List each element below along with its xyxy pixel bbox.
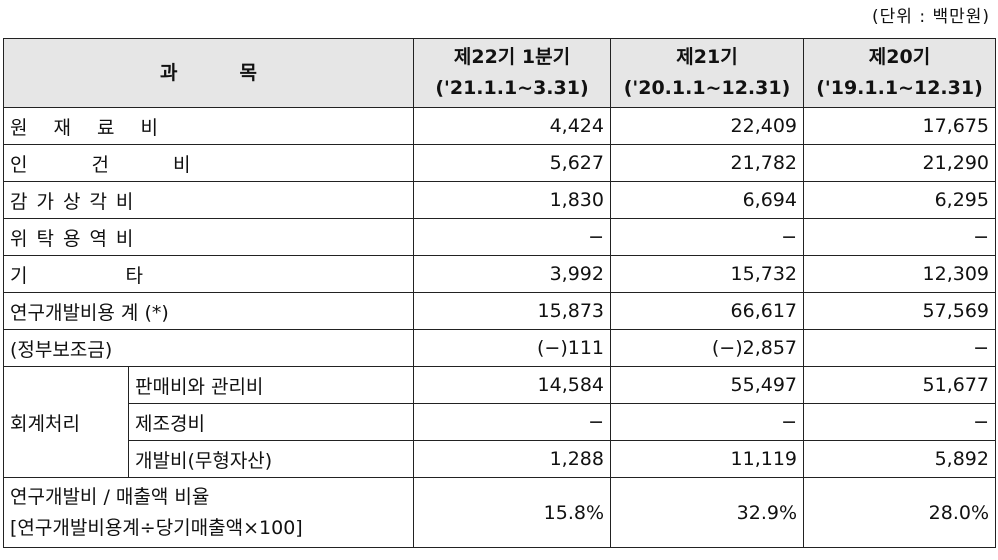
row-label: (정부보조금) xyxy=(3,329,414,367)
cell-value: 51,677 xyxy=(803,366,996,404)
cell-value: − xyxy=(413,403,611,441)
ratio-label-line1: 연구개발비 / 매출액 비율 xyxy=(10,485,210,508)
table-row: 제조경비 − − − xyxy=(4,403,996,441)
cell-value: 17,675 xyxy=(803,107,996,145)
cell-value: 4,424 xyxy=(413,107,611,145)
table-row: 인건비 5,627 21,782 21,290 xyxy=(3,144,996,182)
header-col-period: ('19.1.1~12.31) xyxy=(816,77,983,99)
cell-value: 66,617 xyxy=(610,292,804,330)
header-col-q1-22: 제22기 1분기 ('21.1.1~3.31) xyxy=(413,38,611,108)
table-row-ratio: 연구개발비 / 매출액 비율 [연구개발비용계÷당기매출액×100] 15.8%… xyxy=(3,477,996,548)
ratio-label-line2: [연구개발비용계÷당기매출액×100] xyxy=(10,516,303,539)
cell-value: 15,873 xyxy=(413,292,611,330)
cell-value: 5,892 xyxy=(803,440,996,478)
cell-value: 1,830 xyxy=(413,181,611,219)
header-col-title: 제21기 xyxy=(676,46,738,68)
row-label: 판매비와 관리비 xyxy=(128,366,414,404)
cell-value: − xyxy=(610,403,804,441)
header-col-title: 제22기 1분기 xyxy=(453,46,571,68)
cell-value: − xyxy=(413,218,611,256)
table-row: 위탁용역비 − − − xyxy=(3,218,996,256)
cell-value: 55,497 xyxy=(610,366,804,404)
row-label: 감가상각비 xyxy=(3,181,414,219)
cell-value: (−)2,857 xyxy=(610,329,804,367)
cell-value: 11,119 xyxy=(610,440,804,478)
header-col-21: 제21기 ('20.1.1~12.31) xyxy=(610,38,804,108)
cell-value: − xyxy=(610,218,804,256)
table-row: 개발비(무형자산) 1,288 11,119 5,892 xyxy=(4,440,996,478)
cell-value: − xyxy=(803,403,996,441)
rd-expense-table: 과목 제22기 1분기 ('21.1.1~3.31) 제21기 ('20.1.1… xyxy=(3,38,996,548)
row-label: 원재료비 xyxy=(3,107,414,145)
cell-value: (−)111 xyxy=(413,329,611,367)
accounting-group-label: 회계처리 xyxy=(3,366,129,478)
header-col-period: ('21.1.1~3.31) xyxy=(435,77,589,99)
table-row: 연구개발비용 계 (*) 15,873 66,617 57,569 xyxy=(3,292,996,330)
header-col-period: ('20.1.1~12.31) xyxy=(623,77,791,99)
cell-value: 15.8% xyxy=(413,477,611,548)
cell-value: 28.0% xyxy=(803,477,996,548)
cell-value: 5,627 xyxy=(413,144,611,182)
ratio-label: 연구개발비 / 매출액 비율 [연구개발비용계÷당기매출액×100] xyxy=(3,477,414,548)
cell-value: 15,732 xyxy=(610,255,804,293)
unit-label: (단위 : 백만원) xyxy=(872,7,990,27)
table-row: 기타 3,992 15,732 12,309 xyxy=(3,255,996,293)
table-header-row: 과목 제22기 1분기 ('21.1.1~3.31) 제21기 ('20.1.1… xyxy=(3,38,996,108)
cell-value: 21,782 xyxy=(610,144,804,182)
cell-value: 22,409 xyxy=(610,107,804,145)
cell-value: 21,290 xyxy=(803,144,996,182)
table-row: 회계처리 판매비와 관리비 14,584 55,497 51,677 xyxy=(3,366,996,478)
row-label: 인건비 xyxy=(3,144,414,182)
cell-value: − xyxy=(803,329,996,367)
row-label: 연구개발비용 계 (*) xyxy=(3,292,414,330)
cell-value: 1,288 xyxy=(413,440,611,478)
row-label: 기타 xyxy=(3,255,414,293)
header-col-title: 제20기 xyxy=(868,46,931,68)
cell-value: 6,295 xyxy=(803,181,996,219)
cell-value: 12,309 xyxy=(803,255,996,293)
header-col-20: 제20기 ('19.1.1~12.31) xyxy=(803,38,996,108)
cell-value: − xyxy=(803,218,996,256)
row-label: 제조경비 xyxy=(128,403,414,441)
cell-value: 32.9% xyxy=(610,477,804,548)
table-row: (정부보조금) (−)111 (−)2,857 − xyxy=(3,329,996,367)
cell-value: 14,584 xyxy=(413,366,611,404)
table-row: 감가상각비 1,830 6,694 6,295 xyxy=(3,181,996,219)
row-label: 개발비(무형자산) xyxy=(128,440,414,478)
table-row: 원재료비 4,424 22,409 17,675 xyxy=(3,107,996,145)
cell-value: 3,992 xyxy=(413,255,611,293)
row-label: 위탁용역비 xyxy=(3,218,414,256)
cell-value: 57,569 xyxy=(803,292,996,330)
cell-value: 6,694 xyxy=(610,181,804,219)
header-subject: 과목 xyxy=(3,38,414,108)
